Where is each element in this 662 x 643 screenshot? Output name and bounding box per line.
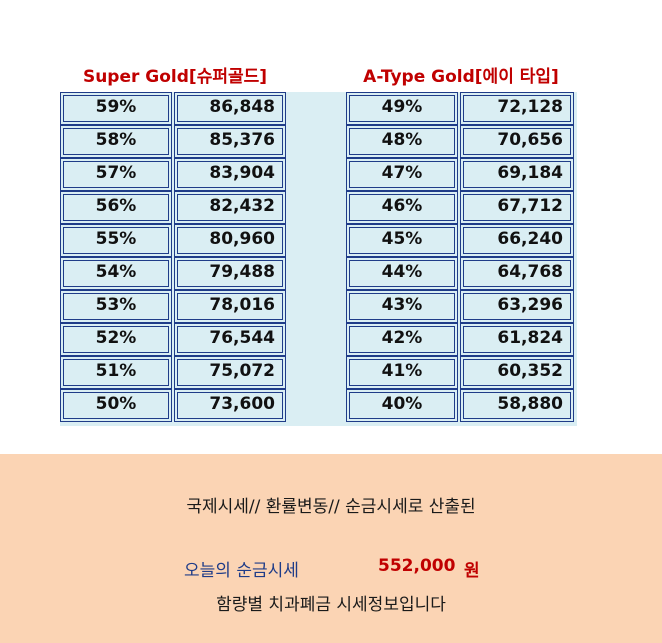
info-panel bbox=[0, 454, 662, 643]
percent-cell: 49% bbox=[346, 92, 458, 125]
percent-cell: 47% bbox=[346, 158, 458, 191]
price-cell: 78,016 bbox=[174, 290, 286, 323]
price-cell: 66,240 bbox=[460, 224, 574, 257]
price-cell: 85,376 bbox=[174, 125, 286, 158]
percent-cell: 42% bbox=[346, 323, 458, 356]
percent-cell: 57% bbox=[60, 158, 172, 191]
a-type-gold-title: A-Type Gold[에이 타입] bbox=[363, 67, 559, 87]
price-cell: 67,712 bbox=[460, 191, 574, 224]
price-cell: 58,880 bbox=[460, 389, 574, 422]
a-type-gold-table: 49% 72,128 48% 70,656 47% 69,184 46% 67,712 45% 6… bbox=[346, 92, 576, 422]
percent-cell: 52% bbox=[60, 323, 172, 356]
percent-cell: 51% bbox=[60, 356, 172, 389]
price-unit: 원 bbox=[464, 561, 480, 581]
percent-cell: 40% bbox=[346, 389, 458, 422]
percent-cell: 45% bbox=[346, 224, 458, 257]
percent-cell: 46% bbox=[346, 191, 458, 224]
percent-cell: 56% bbox=[60, 191, 172, 224]
price-cell: 82,432 bbox=[174, 191, 286, 224]
info-line-source: 국제시세// 환률변동// 순금시세로 산출된 bbox=[186, 497, 476, 517]
percent-cell: 55% bbox=[60, 224, 172, 257]
price-cell: 80,960 bbox=[174, 224, 286, 257]
percent-cell: 43% bbox=[346, 290, 458, 323]
today-gold-price-label: 오늘의 순금시세 bbox=[184, 561, 299, 581]
price-cell: 63,296 bbox=[460, 290, 574, 323]
percent-cell: 54% bbox=[60, 257, 172, 290]
today-gold-price-value: 552,000 bbox=[378, 556, 456, 576]
price-cell: 79,488 bbox=[174, 257, 286, 290]
price-cell: 76,544 bbox=[174, 323, 286, 356]
price-cell: 75,072 bbox=[174, 356, 286, 389]
percent-cell: 53% bbox=[60, 290, 172, 323]
super-gold-table: 59% 86,848 58% 85,376 57% 83,904 56% 82,432 55% 8… bbox=[60, 92, 288, 422]
price-cell: 70,656 bbox=[460, 125, 574, 158]
price-cell: 60,352 bbox=[460, 356, 574, 389]
percent-cell: 59% bbox=[60, 92, 172, 125]
percent-cell: 48% bbox=[346, 125, 458, 158]
info-line-price: 오늘의 순금시세 552,000 원 bbox=[0, 556, 662, 581]
info-line-description: 함량별 치과폐금 시세정보입니다 bbox=[216, 595, 446, 615]
price-cell: 61,824 bbox=[460, 323, 574, 356]
percent-cell: 44% bbox=[346, 257, 458, 290]
price-cell: 69,184 bbox=[460, 158, 574, 191]
price-cell: 73,600 bbox=[174, 389, 286, 422]
price-cell: 83,904 bbox=[174, 158, 286, 191]
price-cell: 72,128 bbox=[460, 92, 574, 125]
percent-cell: 41% bbox=[346, 356, 458, 389]
price-cell: 64,768 bbox=[460, 257, 574, 290]
super-gold-title: Super Gold[슈퍼골드] bbox=[82, 67, 268, 87]
percent-cell: 58% bbox=[60, 125, 172, 158]
price-cell: 86,848 bbox=[174, 92, 286, 125]
percent-cell: 50% bbox=[60, 389, 172, 422]
